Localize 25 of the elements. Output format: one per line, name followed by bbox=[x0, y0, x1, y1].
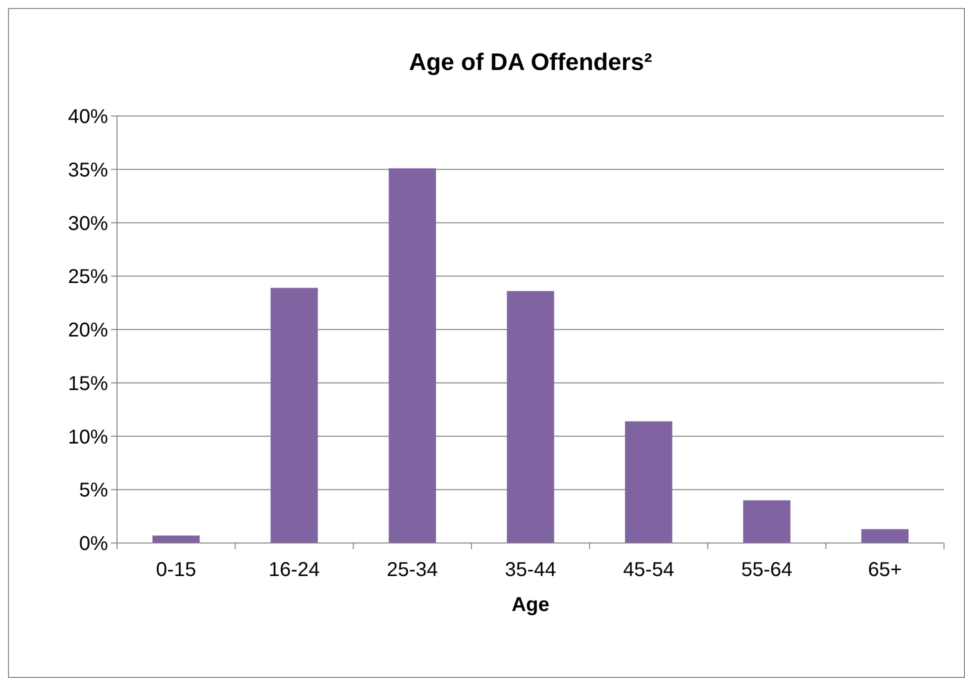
x-tick-label: 45-54 bbox=[623, 559, 674, 581]
y-tick-label: 10% bbox=[68, 426, 108, 448]
y-tick-label: 25% bbox=[68, 266, 108, 288]
bar bbox=[743, 500, 790, 543]
y-tick-label: 15% bbox=[68, 372, 108, 395]
chart-title: Age of DA Offenders² bbox=[408, 49, 652, 76]
x-tick-label: 16-24 bbox=[268, 559, 320, 581]
y-tick-label: 5% bbox=[79, 480, 108, 502]
bar bbox=[861, 529, 909, 543]
y-tick-label: 20% bbox=[68, 320, 108, 342]
y-tick-label: 30% bbox=[68, 212, 108, 235]
bar bbox=[625, 421, 672, 543]
bar bbox=[388, 168, 436, 543]
x-tick-label: 35-44 bbox=[504, 559, 556, 581]
x-tick-label: 65+ bbox=[868, 559, 902, 581]
x-tick-label: 25-34 bbox=[386, 559, 438, 581]
y-tick-label: 35% bbox=[68, 159, 108, 182]
x-tick-label: 0-15 bbox=[156, 559, 196, 581]
x-axis-title: Age bbox=[512, 594, 550, 616]
y-tick-label: 40% bbox=[68, 106, 108, 128]
bar bbox=[152, 536, 200, 543]
y-tick-label: 0% bbox=[79, 533, 108, 555]
bar bbox=[270, 288, 318, 543]
bar bbox=[506, 291, 554, 543]
x-tick-label: 55-64 bbox=[741, 559, 792, 581]
